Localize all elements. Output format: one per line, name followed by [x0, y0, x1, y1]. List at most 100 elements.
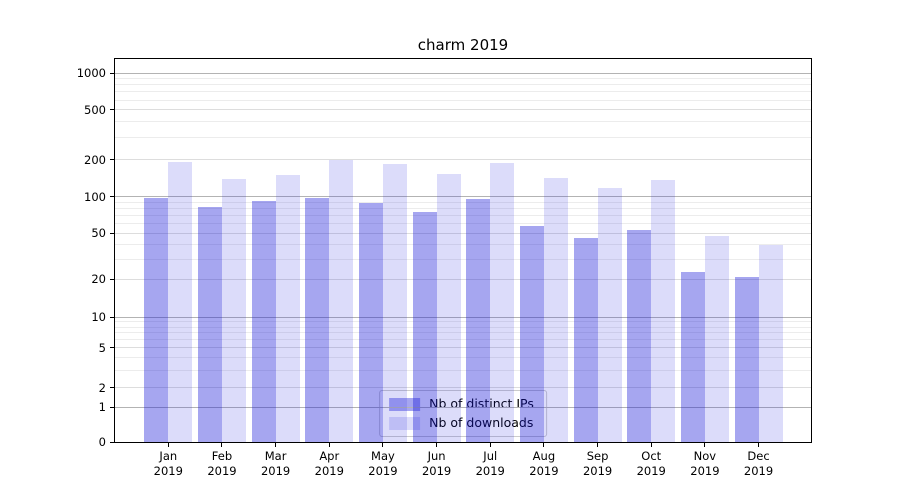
y-tick-label: 0	[98, 435, 106, 449]
y-tick-label: 200	[84, 152, 106, 167]
x-tick-label-dec: Dec 2019	[743, 449, 774, 478]
x-tick-label-mar: Mar 2019	[260, 449, 291, 478]
bar-distinct-ips-mar	[251, 201, 276, 442]
minor-gridline	[115, 332, 811, 334]
minor-gridline	[115, 99, 811, 101]
minor-gridline	[115, 244, 811, 246]
bar-downloads-dec	[758, 244, 783, 442]
x-tick-label-nov: Nov 2019	[690, 449, 720, 478]
bar-distinct-ips-jun	[412, 211, 437, 442]
y-tick-mark	[110, 232, 114, 234]
minor-gridline	[115, 137, 811, 139]
bar-downloads-oct	[651, 180, 676, 442]
minor-gridline	[115, 258, 811, 260]
y-tick-label: 1000	[76, 66, 106, 81]
y-tick-label: 2	[98, 380, 106, 395]
bar-downloads-jan	[168, 162, 193, 442]
bar-distinct-ips-apr	[305, 198, 330, 442]
bar-downloads-nov	[704, 235, 729, 442]
x-tick-mark	[543, 443, 545, 447]
minor-gridline	[115, 215, 811, 217]
minor-gridline	[115, 326, 811, 328]
y-tick-mark	[110, 406, 114, 408]
minor-gridline	[115, 201, 811, 203]
labeled-gridline	[115, 109, 811, 111]
x-tick-mark	[382, 443, 384, 447]
x-tick-label-apr: Apr 2019	[314, 449, 344, 478]
y-tick-mark	[110, 109, 114, 111]
bar-downloads-apr	[329, 159, 354, 442]
bar-distinct-ips-jan	[144, 197, 169, 442]
bar-downloads-jul	[490, 162, 515, 442]
bar-downloads-feb	[221, 179, 246, 442]
bar-distinct-ips-sep	[573, 237, 598, 442]
x-tick-mark	[597, 443, 599, 447]
y-tick-mark	[110, 159, 114, 161]
legend-label: Nb of downloads	[429, 415, 534, 430]
minor-gridline	[115, 356, 811, 358]
y-tick-label: 100	[84, 189, 106, 204]
minor-gridline	[115, 321, 811, 323]
labeled-gridline	[115, 278, 811, 280]
y-tick-mark	[110, 72, 114, 74]
x-tick-label-sep: Sep 2019	[582, 449, 613, 478]
major-gridline	[115, 196, 811, 198]
labeled-gridline	[115, 347, 811, 349]
chart-title: charm 2019	[417, 36, 509, 54]
bar-distinct-ips-aug	[519, 225, 544, 442]
x-tick-label-jun: Jun 2019	[421, 449, 452, 478]
y-tick-mark	[110, 387, 114, 389]
x-tick-label-may: May 2019	[368, 449, 398, 478]
labeled-gridline	[115, 232, 811, 234]
y-tick-mark	[110, 316, 114, 318]
bar-distinct-ips-nov	[680, 272, 705, 442]
minor-gridline	[115, 223, 811, 225]
x-tick-mark	[328, 443, 330, 447]
bar-distinct-ips-may	[358, 203, 383, 442]
x-tick-mark	[275, 443, 277, 447]
y-tick-mark	[110, 196, 114, 198]
major-gridline	[115, 72, 811, 74]
x-tick-label-aug: Aug 2019	[529, 449, 559, 478]
x-tick-mark	[758, 443, 760, 447]
y-tick-label: 20	[91, 272, 106, 287]
minor-gridline	[115, 78, 811, 80]
plot-area: Nb of distinct IPs Nb of downloads	[114, 58, 812, 443]
minor-gridline	[115, 208, 811, 210]
major-gridline	[115, 406, 811, 408]
bar-downloads-sep	[597, 188, 622, 442]
x-tick-mark	[221, 443, 223, 447]
bar-downloads-jun	[436, 174, 461, 442]
legend-item-downloads: Nb of downloads	[389, 416, 534, 430]
y-tick-mark	[110, 441, 114, 443]
x-tick-mark	[436, 443, 438, 447]
y-tick-mark	[110, 347, 114, 349]
y-tick-label: 10	[91, 310, 106, 325]
bar-downloads-may	[382, 163, 407, 442]
minor-gridline	[115, 121, 811, 123]
bar-distinct-ips-jul	[466, 199, 491, 442]
labeled-gridline	[115, 159, 811, 161]
x-tick-mark	[704, 443, 706, 447]
bar-distinct-ips-feb	[197, 207, 222, 442]
y-tick-label: 500	[84, 102, 106, 117]
bar-distinct-ips-dec	[734, 276, 759, 442]
bar-distinct-ips-oct	[627, 230, 652, 442]
minor-gridline	[115, 339, 811, 341]
minor-gridline	[115, 91, 811, 93]
x-tick-label-oct: Oct 2019	[636, 449, 666, 478]
x-tick-mark	[650, 443, 652, 447]
legend-swatch-icon	[389, 416, 421, 430]
minor-gridline	[115, 84, 811, 86]
y-tick-label: 50	[91, 226, 106, 241]
y-tick-label: 5	[98, 340, 106, 355]
x-tick-label-jan: Jan 2019	[153, 449, 183, 478]
y-tick-label: 1	[98, 400, 106, 415]
labeled-gridline	[115, 387, 811, 389]
x-tick-mark	[167, 443, 169, 447]
minor-gridline	[115, 369, 811, 371]
x-tick-label-jul: Jul 2019	[475, 449, 505, 478]
bar-downloads-mar	[275, 174, 300, 442]
y-tick-mark	[110, 278, 114, 280]
